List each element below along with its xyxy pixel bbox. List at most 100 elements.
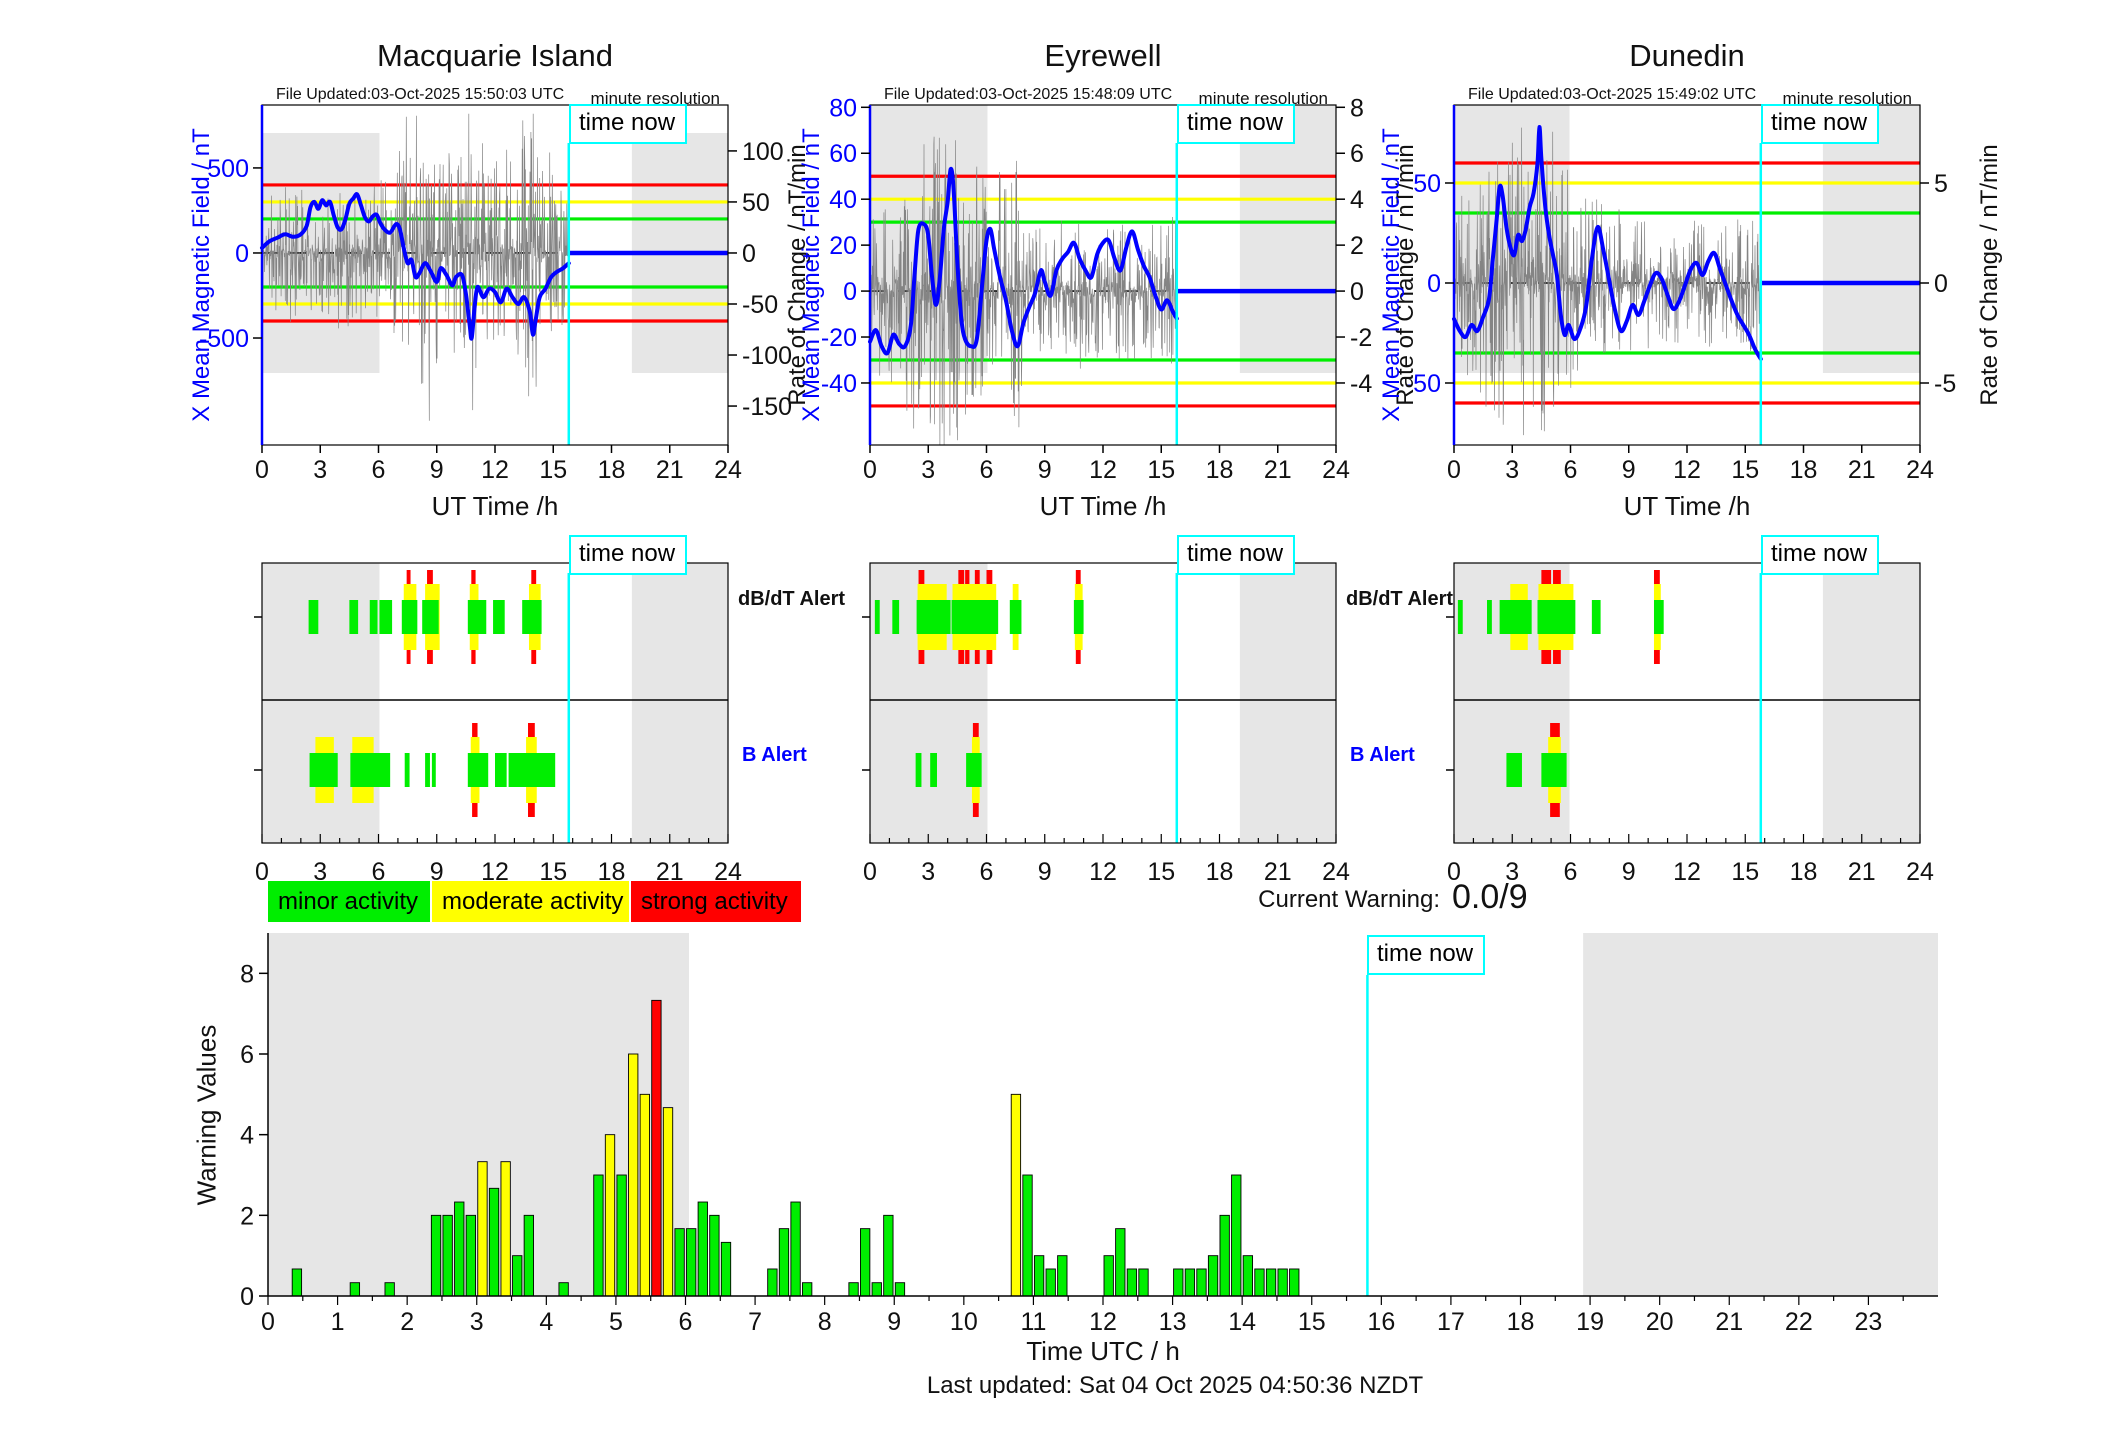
svg-text:0: 0: [863, 456, 877, 484]
svg-text:12: 12: [1673, 456, 1701, 484]
svg-text:-150: -150: [742, 393, 792, 421]
svg-text:500: 500: [207, 155, 249, 183]
svg-text:15: 15: [1147, 456, 1175, 484]
current-warning-label: Current Warning:: [1258, 886, 1440, 913]
svg-text:20: 20: [1646, 1308, 1674, 1336]
svg-text:7: 7: [748, 1308, 762, 1336]
svg-text:12: 12: [1089, 858, 1117, 886]
svg-text:-500: -500: [199, 325, 249, 353]
svg-text:5: 5: [1934, 170, 1948, 198]
svg-text:9: 9: [1622, 858, 1636, 886]
svg-text:-100: -100: [742, 342, 792, 370]
file-updated-text: File Updated:03-Oct-2025 15:50:03 UTC: [276, 86, 565, 103]
svg-text:6: 6: [1564, 456, 1578, 484]
station-title-eyrewell: Eyrewell: [1044, 38, 1162, 73]
svg-text:0: 0: [1427, 270, 1441, 298]
svg-text:2: 2: [400, 1308, 414, 1336]
svg-text:9: 9: [1038, 858, 1052, 886]
svg-text:12: 12: [1673, 858, 1701, 886]
svg-text:18: 18: [1790, 456, 1818, 484]
svg-text:12: 12: [1089, 456, 1117, 484]
svg-text:9: 9: [1622, 456, 1636, 484]
minute-resolution-label: minute resolution: [1198, 89, 1328, 108]
y-axis-label-left: X Mean Magnetic Field / nT: [1378, 128, 1405, 422]
svg-text:6: 6: [1350, 140, 1364, 168]
svg-text:0: 0: [255, 456, 269, 484]
svg-text:21: 21: [1848, 858, 1876, 886]
svg-text:80: 80: [829, 94, 857, 122]
svg-text:21: 21: [1264, 456, 1292, 484]
time-now-badge: time now: [569, 104, 688, 144]
svg-text:50: 50: [1413, 170, 1441, 198]
svg-text:8: 8: [818, 1308, 832, 1336]
svg-text:9: 9: [887, 1308, 901, 1336]
svg-text:15: 15: [1147, 858, 1175, 886]
svg-text:0: 0: [843, 278, 857, 306]
svg-text:21: 21: [1264, 858, 1292, 886]
svg-text:0: 0: [1934, 270, 1948, 298]
y-axis-label-left: X Mean Magnetic Field / nT: [188, 128, 215, 422]
svg-text:15: 15: [1731, 858, 1759, 886]
svg-text:6: 6: [372, 858, 386, 886]
svg-text:2: 2: [1350, 232, 1364, 260]
svg-text:6: 6: [240, 1041, 254, 1069]
svg-text:21: 21: [1715, 1308, 1743, 1336]
svg-text:0: 0: [235, 240, 249, 268]
svg-text:4: 4: [539, 1308, 553, 1336]
svg-text:15: 15: [1298, 1308, 1326, 1336]
svg-text:6: 6: [679, 1308, 693, 1336]
dbdt-alert-label: dB/dT Alert: [738, 588, 846, 610]
alert-plot-1: 0 3 6 9 12 15 18 21 24: [862, 562, 1350, 886]
svg-text:6: 6: [980, 858, 994, 886]
time-now-badge: time now: [1367, 935, 1486, 975]
svg-text:UT Time /h: UT Time /h: [1040, 491, 1167, 521]
svg-text:18: 18: [1790, 858, 1818, 886]
svg-text:50: 50: [742, 189, 770, 217]
svg-text:-50: -50: [1405, 370, 1441, 398]
svg-text:11: 11: [1020, 1308, 1046, 1336]
svg-text:8: 8: [1350, 94, 1364, 122]
svg-text:18: 18: [1507, 1308, 1535, 1336]
svg-text:24: 24: [714, 456, 742, 484]
svg-text:3: 3: [1505, 456, 1519, 484]
time-now-badge: time now: [1761, 535, 1880, 575]
warning-values-axis-label: Warning Values: [191, 1024, 222, 1206]
svg-text:UT Time /h: UT Time /h: [1624, 491, 1751, 521]
svg-text:3: 3: [1505, 858, 1519, 886]
file-updated-text: File Updated:03-Oct-2025 15:49:02 UTC: [1468, 86, 1757, 103]
svg-text:15: 15: [539, 456, 567, 484]
station-title-dunedin: Dunedin: [1629, 38, 1745, 73]
svg-text:24: 24: [1322, 858, 1350, 886]
svg-text:4: 4: [1350, 186, 1364, 214]
svg-text:17: 17: [1437, 1308, 1465, 1336]
svg-text:0: 0: [1447, 456, 1461, 484]
legend-moderate-activity: moderate activity: [432, 881, 629, 922]
svg-text:0: 0: [1350, 278, 1364, 306]
svg-text:-40: -40: [821, 370, 857, 398]
svg-text:0: 0: [261, 1308, 275, 1336]
time-utc-axis-label: Time UTC / h: [1026, 1336, 1180, 1366]
alert-plot-2: 0 3 6 9 12 15 18 21 24: [1446, 562, 1934, 886]
svg-text:40: 40: [829, 186, 857, 214]
time-now-badge: time now: [1177, 104, 1296, 144]
current-warning-value: 0.0/9: [1452, 878, 1528, 916]
svg-text:-4: -4: [1350, 370, 1372, 398]
svg-text:12: 12: [481, 456, 509, 484]
svg-text:1: 1: [331, 1308, 345, 1336]
b-alert-label: B Alert: [1350, 744, 1415, 766]
svg-text:3: 3: [921, 858, 935, 886]
svg-text:6: 6: [980, 456, 994, 484]
svg-text:13: 13: [1159, 1308, 1187, 1336]
svg-text:2: 2: [240, 1202, 254, 1230]
svg-text:0: 0: [863, 858, 877, 886]
svg-text:16: 16: [1367, 1308, 1395, 1336]
time-now-badge: time now: [1761, 104, 1880, 144]
svg-text:3: 3: [921, 456, 935, 484]
svg-text:18: 18: [1206, 456, 1234, 484]
svg-text:0: 0: [1447, 858, 1461, 886]
